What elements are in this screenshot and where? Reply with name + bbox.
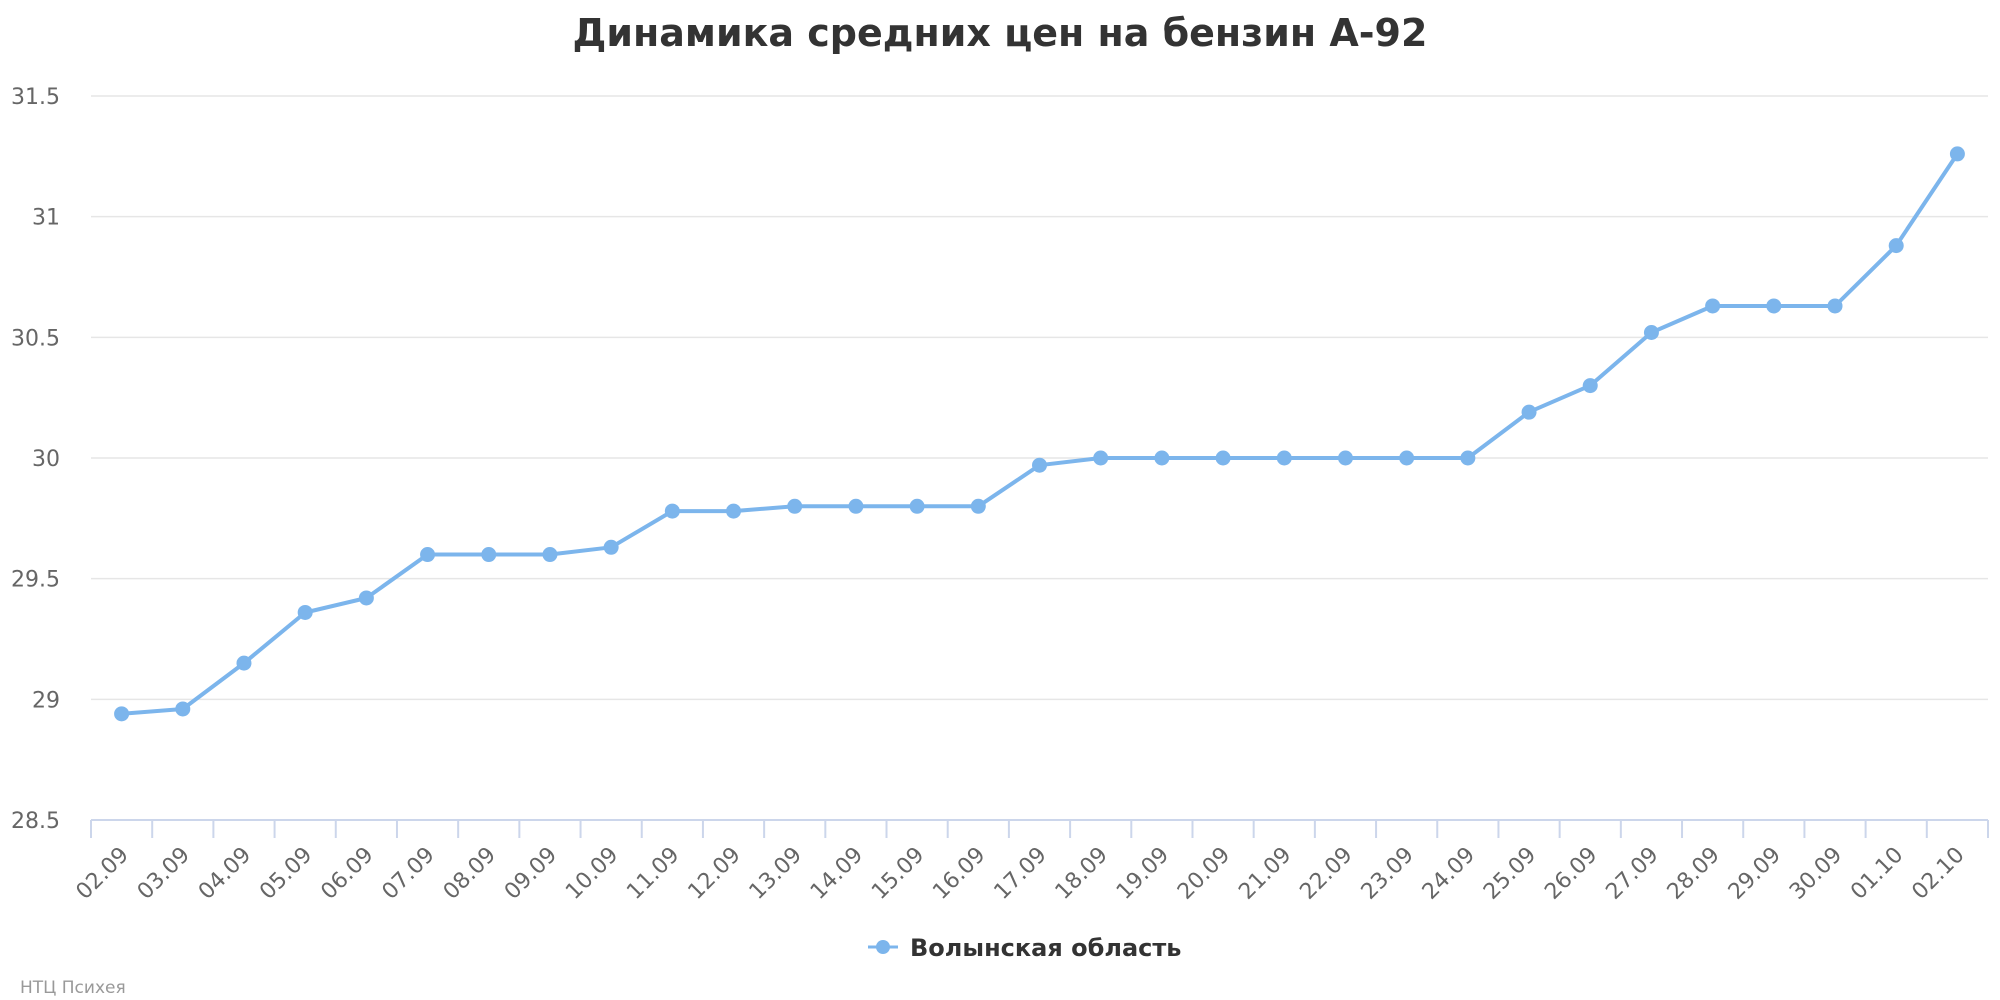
data-point[interactable] xyxy=(1460,450,1476,466)
data-point[interactable] xyxy=(848,498,864,514)
y-tick-label: 30 xyxy=(32,447,60,472)
data-point[interactable] xyxy=(1827,298,1843,314)
data-point[interactable] xyxy=(1215,450,1231,466)
x-tick-label: 26.09 xyxy=(1540,843,1602,905)
data-point[interactable] xyxy=(114,706,130,722)
x-tick-label: 09.09 xyxy=(500,843,562,905)
x-tick-label: 02.09 xyxy=(72,843,134,905)
x-tick-label: 29.09 xyxy=(1724,843,1786,905)
data-point[interactable] xyxy=(236,655,252,671)
data-point[interactable] xyxy=(420,547,436,563)
grid-lines xyxy=(91,95,1988,701)
data-point[interactable] xyxy=(603,539,619,555)
data-point[interactable] xyxy=(726,503,742,519)
data-point[interactable] xyxy=(1154,450,1170,466)
data-point[interactable] xyxy=(1032,457,1047,473)
x-tick-label: 05.09 xyxy=(255,843,317,905)
x-tick-label: 04.09 xyxy=(194,843,256,905)
data-point[interactable] xyxy=(1888,238,1904,254)
data-point[interactable] xyxy=(909,498,925,514)
legend-dot-marker xyxy=(876,940,890,954)
x-tick-label: 10.09 xyxy=(561,843,623,905)
x-tick-label: 20.09 xyxy=(1173,843,1235,905)
data-point[interactable] xyxy=(1949,146,1965,162)
y-tick-label: 30.5 xyxy=(11,326,60,351)
x-tick-label: 12.09 xyxy=(684,843,746,905)
chart-title: Динамика средних цен на бензин А-92 xyxy=(573,11,1428,55)
data-point[interactable] xyxy=(1582,378,1598,394)
x-tick-label: 28.09 xyxy=(1663,843,1725,905)
y-tick-label: 29.5 xyxy=(11,568,60,593)
data-point[interactable] xyxy=(297,604,313,620)
x-tick-label: 08.09 xyxy=(439,843,501,905)
data-point[interactable] xyxy=(542,547,558,563)
x-tick-label: 06.09 xyxy=(316,843,378,905)
y-axis-ticks: 28.5 29 29.5 30 30.5 31 31.5 xyxy=(11,85,60,834)
x-tick-label: 23.09 xyxy=(1357,843,1419,905)
x-tick-label: 27.09 xyxy=(1601,843,1663,905)
y-tick-label: 31 xyxy=(32,206,60,231)
x-tick-label: 13.09 xyxy=(745,843,807,905)
data-point[interactable] xyxy=(1093,450,1109,466)
x-axis: 02.0903.0904.0905.0906.0907.0908.0909.09… xyxy=(72,819,1989,905)
data-point[interactable] xyxy=(1337,450,1353,466)
x-tick-label: 01.10 xyxy=(1846,843,1908,905)
x-tick-label: 21.09 xyxy=(1234,843,1296,905)
data-point[interactable] xyxy=(358,590,374,606)
data-point[interactable] xyxy=(175,701,191,717)
data-point[interactable] xyxy=(787,498,803,514)
x-tick-label: 15.09 xyxy=(867,843,929,905)
x-tick-label: 19.09 xyxy=(1112,843,1174,905)
legend[interactable]: Волынская область xyxy=(868,934,1181,962)
series-line xyxy=(119,151,1960,716)
x-tick-label: 25.09 xyxy=(1479,843,1541,905)
x-tick-label: 24.09 xyxy=(1418,843,1480,905)
data-point[interactable] xyxy=(1643,325,1659,341)
x-tick-label: 22.09 xyxy=(1295,843,1357,905)
data-point[interactable] xyxy=(1766,298,1782,314)
data-point[interactable] xyxy=(1521,404,1537,420)
x-tick-label: 18.09 xyxy=(1051,843,1113,905)
x-tick-label: 07.09 xyxy=(378,843,440,905)
data-point[interactable] xyxy=(664,503,680,519)
data-point[interactable] xyxy=(481,547,497,563)
data-point[interactable] xyxy=(1399,450,1415,466)
x-tick-label: 16.09 xyxy=(928,843,990,905)
y-tick-label: 28.5 xyxy=(11,809,60,834)
x-tick-label: 30.09 xyxy=(1785,843,1847,905)
x-tick-label: 02.10 xyxy=(1907,843,1969,905)
x-tick-label: 17.09 xyxy=(990,843,1052,905)
series-layer xyxy=(114,146,1965,722)
data-point[interactable] xyxy=(1276,450,1292,466)
x-tick-label: 14.09 xyxy=(806,843,868,905)
data-point[interactable] xyxy=(970,498,986,514)
x-tick-label: 11.09 xyxy=(622,843,684,905)
y-tick-label: 29 xyxy=(32,688,60,713)
data-point[interactable] xyxy=(1705,298,1721,314)
y-tick-label: 31.5 xyxy=(11,85,60,110)
x-tick-label: 03.09 xyxy=(133,843,195,905)
legend-label[interactable]: Волынская область xyxy=(910,934,1181,962)
chart-credit: НТЦ Психея xyxy=(20,978,126,998)
